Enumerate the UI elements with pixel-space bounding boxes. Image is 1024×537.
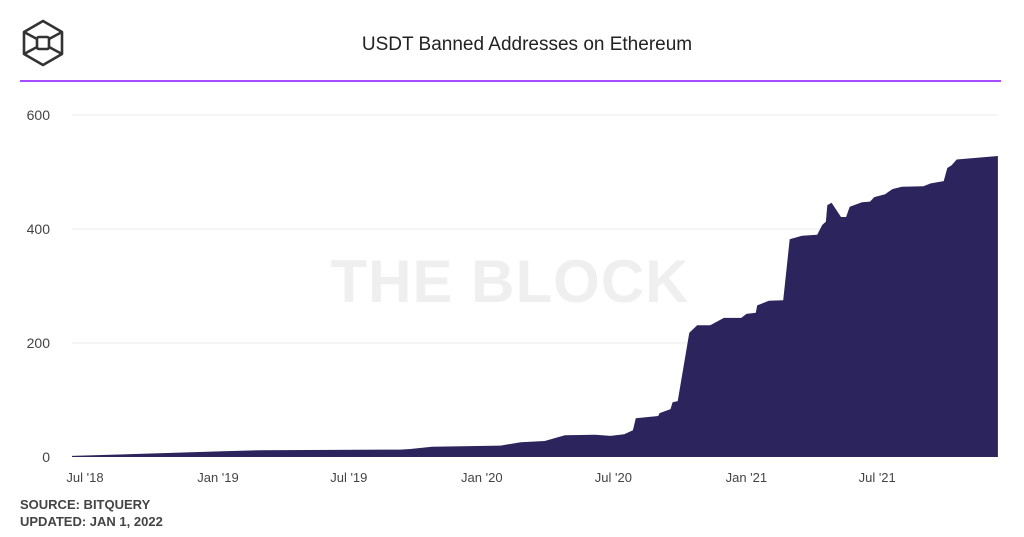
y-tick-label: 200 [27,335,51,351]
x-tick-label: Jan '21 [726,470,768,485]
area-series [72,156,998,457]
title-divider [20,80,1001,82]
x-axis-ticks: Jul '18 Jan '19 Jul '19 Jan '20 Jul '20 Jan '… [66,470,895,485]
the-block-logo-icon [22,19,64,67]
y-tick-label: 0 [42,449,50,465]
updated-label: UPDATED: JAN 1, 2022 [20,514,163,529]
source-label: SOURCE: BITQUERY [20,497,151,512]
x-tick-label: Jan '20 [461,470,503,485]
y-tick-label: 400 [27,221,51,237]
x-tick-label: Jul '21 [859,470,896,485]
x-tick-label: Jan '19 [197,470,239,485]
x-tick-label: Jul '18 [66,470,103,485]
x-tick-label: Jul '19 [330,470,367,485]
watermark: THE BLOCK [331,248,690,315]
y-tick-label: 600 [27,107,51,123]
x-tick-label: Jul '20 [595,470,632,485]
y-axis-ticks: 0 200 400 600 [27,107,51,465]
chart-title: USDT Banned Addresses on Ethereum [361,34,693,55]
